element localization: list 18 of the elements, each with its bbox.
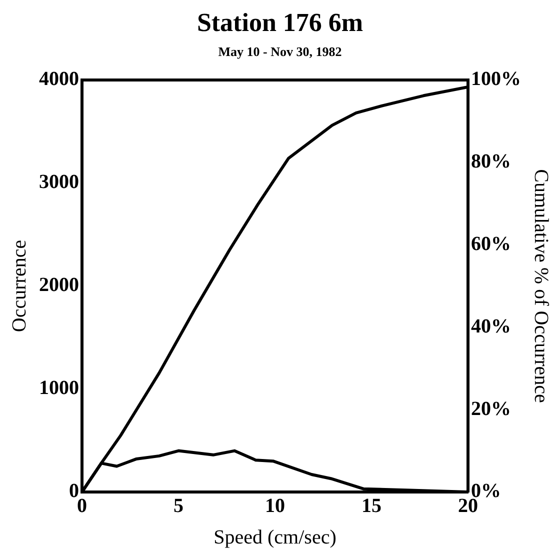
y2-axis-title: Cumulative % of Occurrence bbox=[530, 169, 552, 404]
x-axis-title: Speed (cm/sec) bbox=[214, 526, 336, 548]
chart-subtitle: May 10 - Nov 30, 1982 bbox=[217, 44, 343, 60]
y-tick-label: 3000 bbox=[39, 171, 79, 194]
y-axis-title: Occurrence bbox=[8, 240, 30, 332]
y-tick-label: 2000 bbox=[39, 274, 79, 296]
chart-title: Station 176 6m bbox=[196, 8, 364, 38]
y2-tick-label: 60% bbox=[471, 232, 511, 255]
y2-tick-label: 20% bbox=[471, 398, 511, 420]
x-tick-label: 15 bbox=[362, 495, 382, 518]
y2-tick-label: 100% bbox=[471, 68, 521, 90]
y-tick-label: 4000 bbox=[39, 68, 79, 90]
y-tick-label: 0 bbox=[69, 480, 79, 502]
y-tick-label: 1000 bbox=[39, 377, 79, 400]
x-tick-label: 10 bbox=[265, 495, 285, 518]
x-tick-label: 5 bbox=[174, 495, 184, 518]
y2-tick-label: 80% bbox=[471, 150, 511, 173]
y2-tick-label: 40% bbox=[471, 315, 511, 338]
